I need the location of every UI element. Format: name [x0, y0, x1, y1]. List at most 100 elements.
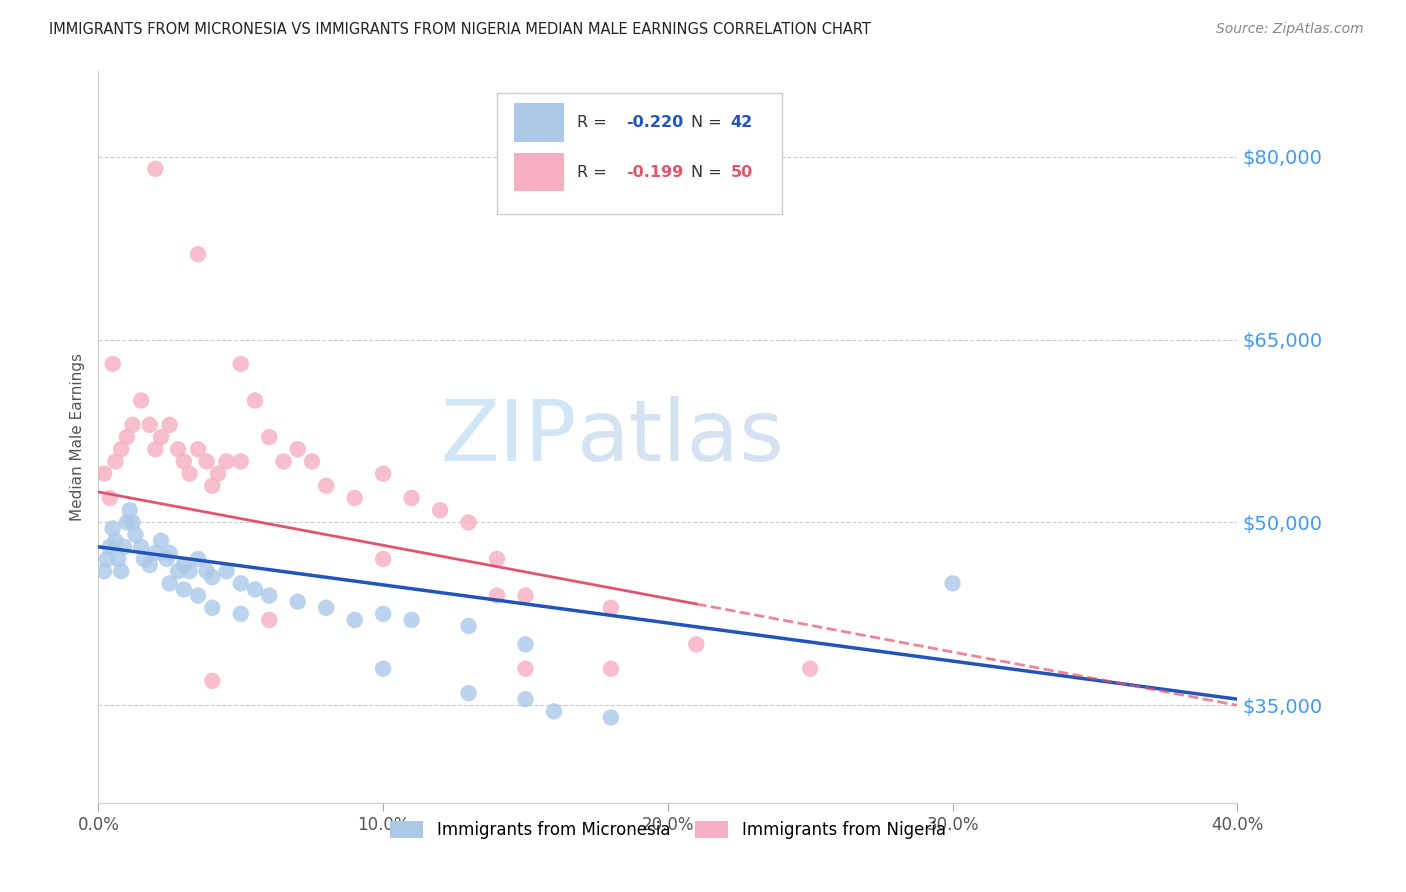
Point — [104, 454, 127, 468]
Point — [115, 430, 138, 444]
Point — [201, 600, 224, 615]
Text: R =: R = — [576, 165, 612, 180]
Text: N =: N = — [690, 115, 727, 130]
Point — [243, 393, 266, 408]
Point — [287, 442, 309, 457]
Point — [187, 589, 209, 603]
Point — [942, 576, 965, 591]
Point — [600, 662, 623, 676]
Point — [96, 552, 118, 566]
Point — [167, 564, 190, 578]
Point — [259, 613, 281, 627]
Point — [401, 613, 423, 627]
Point — [104, 533, 127, 548]
Point — [138, 417, 160, 432]
Point — [159, 417, 181, 432]
Point — [543, 705, 565, 719]
Point — [93, 564, 115, 578]
Point — [259, 589, 281, 603]
Point — [259, 430, 281, 444]
Point — [343, 613, 366, 627]
Point — [129, 540, 152, 554]
Point — [132, 552, 155, 566]
FancyBboxPatch shape — [515, 153, 564, 192]
Point — [315, 600, 337, 615]
Point — [173, 558, 195, 573]
Point — [201, 479, 224, 493]
Text: 42: 42 — [731, 115, 752, 130]
Point — [156, 552, 179, 566]
Point — [145, 546, 167, 560]
Point — [124, 527, 146, 541]
Point — [187, 247, 209, 261]
Point — [173, 582, 195, 597]
Point — [457, 619, 479, 633]
Point — [600, 710, 623, 724]
Point — [515, 637, 537, 651]
Legend: Immigrants from Micronesia, Immigrants from Nigeria: Immigrants from Micronesia, Immigrants f… — [384, 814, 952, 846]
Point — [150, 430, 173, 444]
Point — [187, 442, 209, 457]
Text: atlas: atlas — [576, 395, 785, 479]
Point — [167, 442, 190, 457]
Point — [457, 686, 479, 700]
Point — [110, 564, 132, 578]
Point — [101, 521, 124, 535]
Point — [457, 516, 479, 530]
Text: N =: N = — [690, 165, 727, 180]
Point — [486, 589, 509, 603]
Point — [138, 558, 160, 573]
Point — [129, 393, 152, 408]
Text: -0.199: -0.199 — [626, 165, 683, 180]
Point — [195, 564, 218, 578]
Point — [515, 662, 537, 676]
Text: R =: R = — [576, 115, 612, 130]
Point — [515, 692, 537, 706]
Y-axis label: Median Male Earnings: Median Male Earnings — [70, 353, 86, 521]
Point — [187, 552, 209, 566]
Point — [429, 503, 451, 517]
Point — [371, 662, 394, 676]
Point — [215, 454, 238, 468]
Point — [179, 564, 201, 578]
Point — [401, 491, 423, 505]
Point — [371, 467, 394, 481]
Point — [229, 607, 252, 621]
Point — [93, 467, 115, 481]
Point — [301, 454, 323, 468]
Text: IMMIGRANTS FROM MICRONESIA VS IMMIGRANTS FROM NIGERIA MEDIAN MALE EARNINGS CORRE: IMMIGRANTS FROM MICRONESIA VS IMMIGRANTS… — [49, 22, 872, 37]
Point — [287, 595, 309, 609]
Point — [515, 589, 537, 603]
Point — [229, 454, 252, 468]
Text: ZIP: ZIP — [440, 395, 576, 479]
Point — [201, 570, 224, 584]
Point — [215, 564, 238, 578]
Point — [101, 357, 124, 371]
Point — [486, 552, 509, 566]
Point — [107, 552, 129, 566]
Point — [229, 576, 252, 591]
Point — [98, 540, 121, 554]
Point — [159, 576, 181, 591]
Point — [110, 442, 132, 457]
Point — [343, 491, 366, 505]
FancyBboxPatch shape — [498, 94, 782, 214]
Point — [112, 540, 135, 554]
Point — [150, 533, 173, 548]
Point — [243, 582, 266, 597]
Point — [173, 454, 195, 468]
Point — [685, 637, 707, 651]
Point — [201, 673, 224, 688]
Point — [195, 454, 218, 468]
Point — [273, 454, 295, 468]
Point — [121, 417, 143, 432]
Point — [118, 503, 141, 517]
Point — [159, 546, 181, 560]
Point — [315, 479, 337, 493]
Text: -0.220: -0.220 — [626, 115, 683, 130]
Text: 50: 50 — [731, 165, 752, 180]
Point — [799, 662, 821, 676]
Point — [145, 161, 167, 176]
Point — [600, 600, 623, 615]
Point — [179, 467, 201, 481]
